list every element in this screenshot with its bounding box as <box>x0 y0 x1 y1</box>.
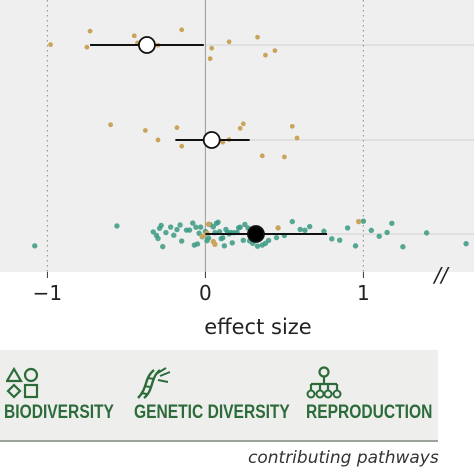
data-point <box>240 121 246 127</box>
data-point <box>179 238 185 244</box>
x-tick-label: 0 <box>199 281 212 305</box>
x-tick-label: −1 <box>33 281 62 305</box>
legend-label-biodiversity: BIODIVERSITY <box>4 402 114 423</box>
data-point <box>329 236 335 242</box>
legend-label-reproduction: REPRODUCTION <box>306 402 433 423</box>
data-point <box>199 233 205 239</box>
data-point <box>302 227 308 233</box>
data-point <box>389 220 395 227</box>
data-point <box>205 235 212 241</box>
axis-break-mark: // <box>432 263 450 287</box>
shapes-icon <box>6 366 39 399</box>
data-point <box>190 220 196 226</box>
data-point <box>84 44 90 50</box>
data-point <box>273 234 280 241</box>
data-point <box>289 123 295 129</box>
marks-layer <box>32 27 469 250</box>
data-point <box>131 33 137 39</box>
data-point <box>142 128 148 133</box>
x-axis: −1 0 1 // <box>33 263 450 305</box>
data-point <box>155 235 161 242</box>
data-point <box>237 125 243 131</box>
data-point <box>215 219 221 225</box>
mean-estimate <box>202 131 221 149</box>
data-point <box>272 48 278 54</box>
data-point <box>263 52 268 58</box>
data-point <box>275 225 281 231</box>
data-point <box>344 225 351 231</box>
dna-icon <box>137 367 171 399</box>
data-point <box>155 137 161 143</box>
data-point <box>186 227 193 233</box>
data-point <box>423 230 430 236</box>
x-tick-label: 1 <box>357 281 370 305</box>
pathway-legend: BIODIVERSITY GENETIC DIVERSITY REPRODUCT… <box>0 350 438 442</box>
data-point <box>229 240 235 246</box>
data-point <box>282 154 287 160</box>
mean-estimate <box>247 225 265 243</box>
data-point <box>254 243 261 249</box>
data-point <box>289 218 295 225</box>
data-point <box>255 34 260 40</box>
data-point <box>179 143 185 149</box>
effect-size-chart: −1 0 1 // effect size <box>0 0 474 339</box>
data-point <box>221 243 228 249</box>
data-point <box>210 224 216 230</box>
data-point <box>167 224 174 230</box>
data-point <box>174 226 180 233</box>
data-point <box>242 221 248 228</box>
data-point <box>400 244 406 250</box>
data-point <box>150 229 156 235</box>
data-point <box>87 28 93 34</box>
data-point <box>48 42 53 48</box>
data-point <box>352 243 359 249</box>
data-point <box>237 224 243 230</box>
data-point <box>376 233 382 239</box>
data-point <box>240 237 247 244</box>
data-point <box>171 232 177 238</box>
data-point <box>158 222 164 229</box>
data-point <box>306 223 313 230</box>
mean-estimate <box>138 36 156 54</box>
data-point <box>32 243 38 249</box>
data-point <box>297 226 303 233</box>
data-point <box>220 235 226 241</box>
data-point <box>193 224 199 230</box>
data-point <box>205 221 212 227</box>
data-point <box>209 45 215 51</box>
data-point <box>360 218 367 224</box>
data-point <box>355 218 362 225</box>
data-point <box>197 224 204 230</box>
family-tree-icon <box>306 366 342 399</box>
data-point <box>265 237 272 244</box>
data-point <box>207 56 213 62</box>
data-point <box>194 241 201 247</box>
data-point <box>294 135 300 141</box>
data-point <box>226 39 232 45</box>
data-point <box>177 222 183 228</box>
legend-label-genetic-diversity: GENETIC DIVERSITY <box>134 402 290 423</box>
x-axis-label: effect size <box>204 315 311 339</box>
data-point <box>163 229 169 236</box>
data-point <box>368 227 374 234</box>
data-point <box>160 243 166 250</box>
data-point <box>321 228 327 234</box>
data-point <box>212 241 218 248</box>
data-point <box>259 153 265 159</box>
legend-caption: contributing pathways <box>248 448 439 468</box>
data-point <box>108 122 113 128</box>
data-point <box>179 27 185 33</box>
data-point <box>384 229 390 236</box>
data-point <box>174 125 180 131</box>
data-point <box>463 240 469 247</box>
data-point <box>337 237 343 243</box>
data-point <box>114 223 120 229</box>
